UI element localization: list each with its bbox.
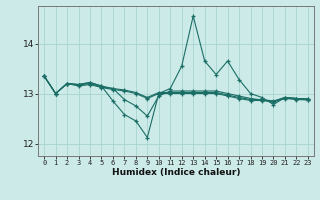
X-axis label: Humidex (Indice chaleur): Humidex (Indice chaleur) [112, 168, 240, 177]
